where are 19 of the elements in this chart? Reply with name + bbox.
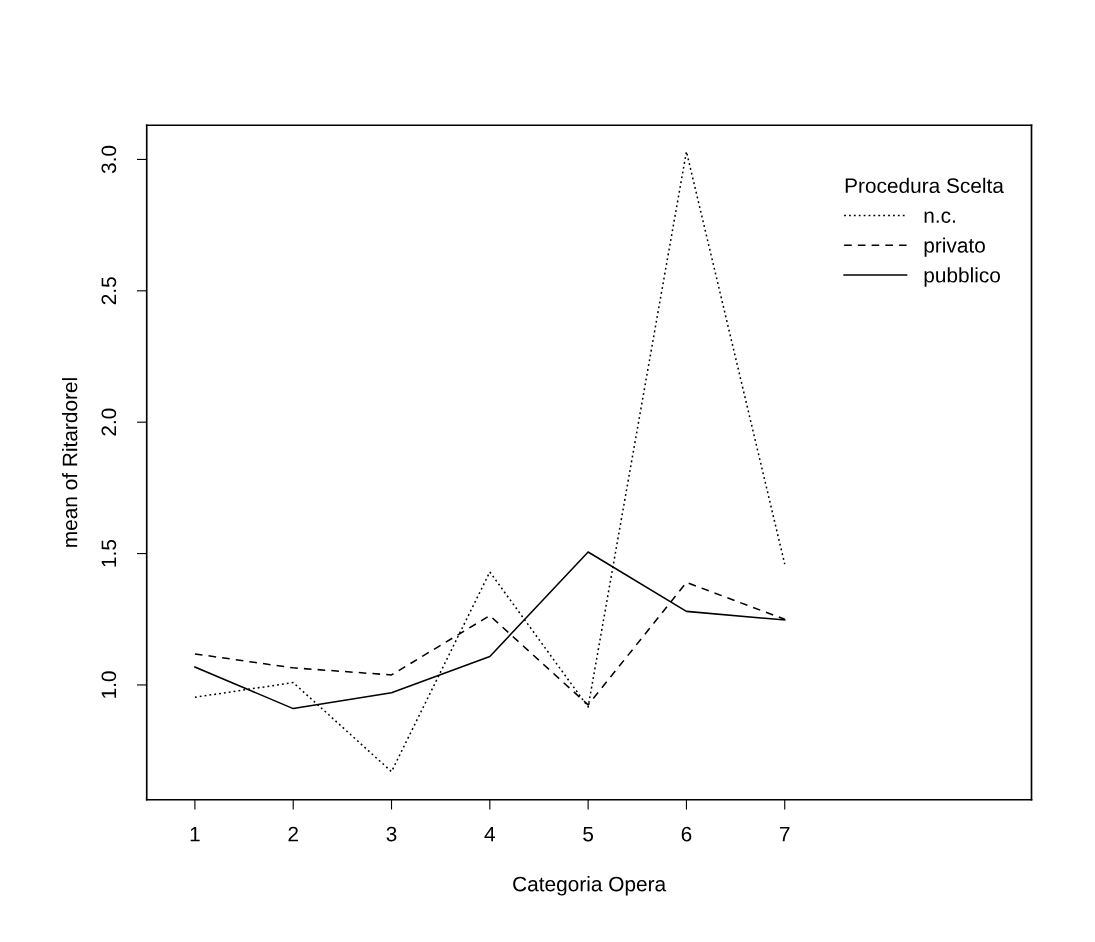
y-tick-label: 2.5 — [101, 277, 117, 305]
x-tick-label: 7 — [780, 826, 790, 842]
y-axis-title: mean of Ritardorel — [62, 378, 78, 547]
line-series — [194, 150, 786, 773]
x-axis-title: Categoria Opera — [513, 876, 667, 896]
legend-label: n.c. — [924, 211, 955, 223]
x-tick-label: 5 — [583, 826, 594, 842]
x-tick-label: 6 — [681, 826, 692, 842]
y-tick-label: 1.0 — [101, 671, 117, 698]
x-tick-label: 2 — [288, 826, 298, 842]
x-tick-label: 4 — [484, 826, 495, 842]
y-tick-label: 2.0 — [101, 408, 117, 436]
y-tick-label: 1.5 — [101, 539, 117, 567]
x-tick-label: 1 — [190, 826, 200, 842]
legend-label: pubblico — [924, 267, 1000, 287]
legend-label: privato — [924, 237, 985, 257]
legend-title: Procedura Scelta — [845, 177, 1004, 194]
y-tick-label: 3.0 — [101, 145, 117, 174]
x-tick-label: 3 — [386, 826, 397, 842]
